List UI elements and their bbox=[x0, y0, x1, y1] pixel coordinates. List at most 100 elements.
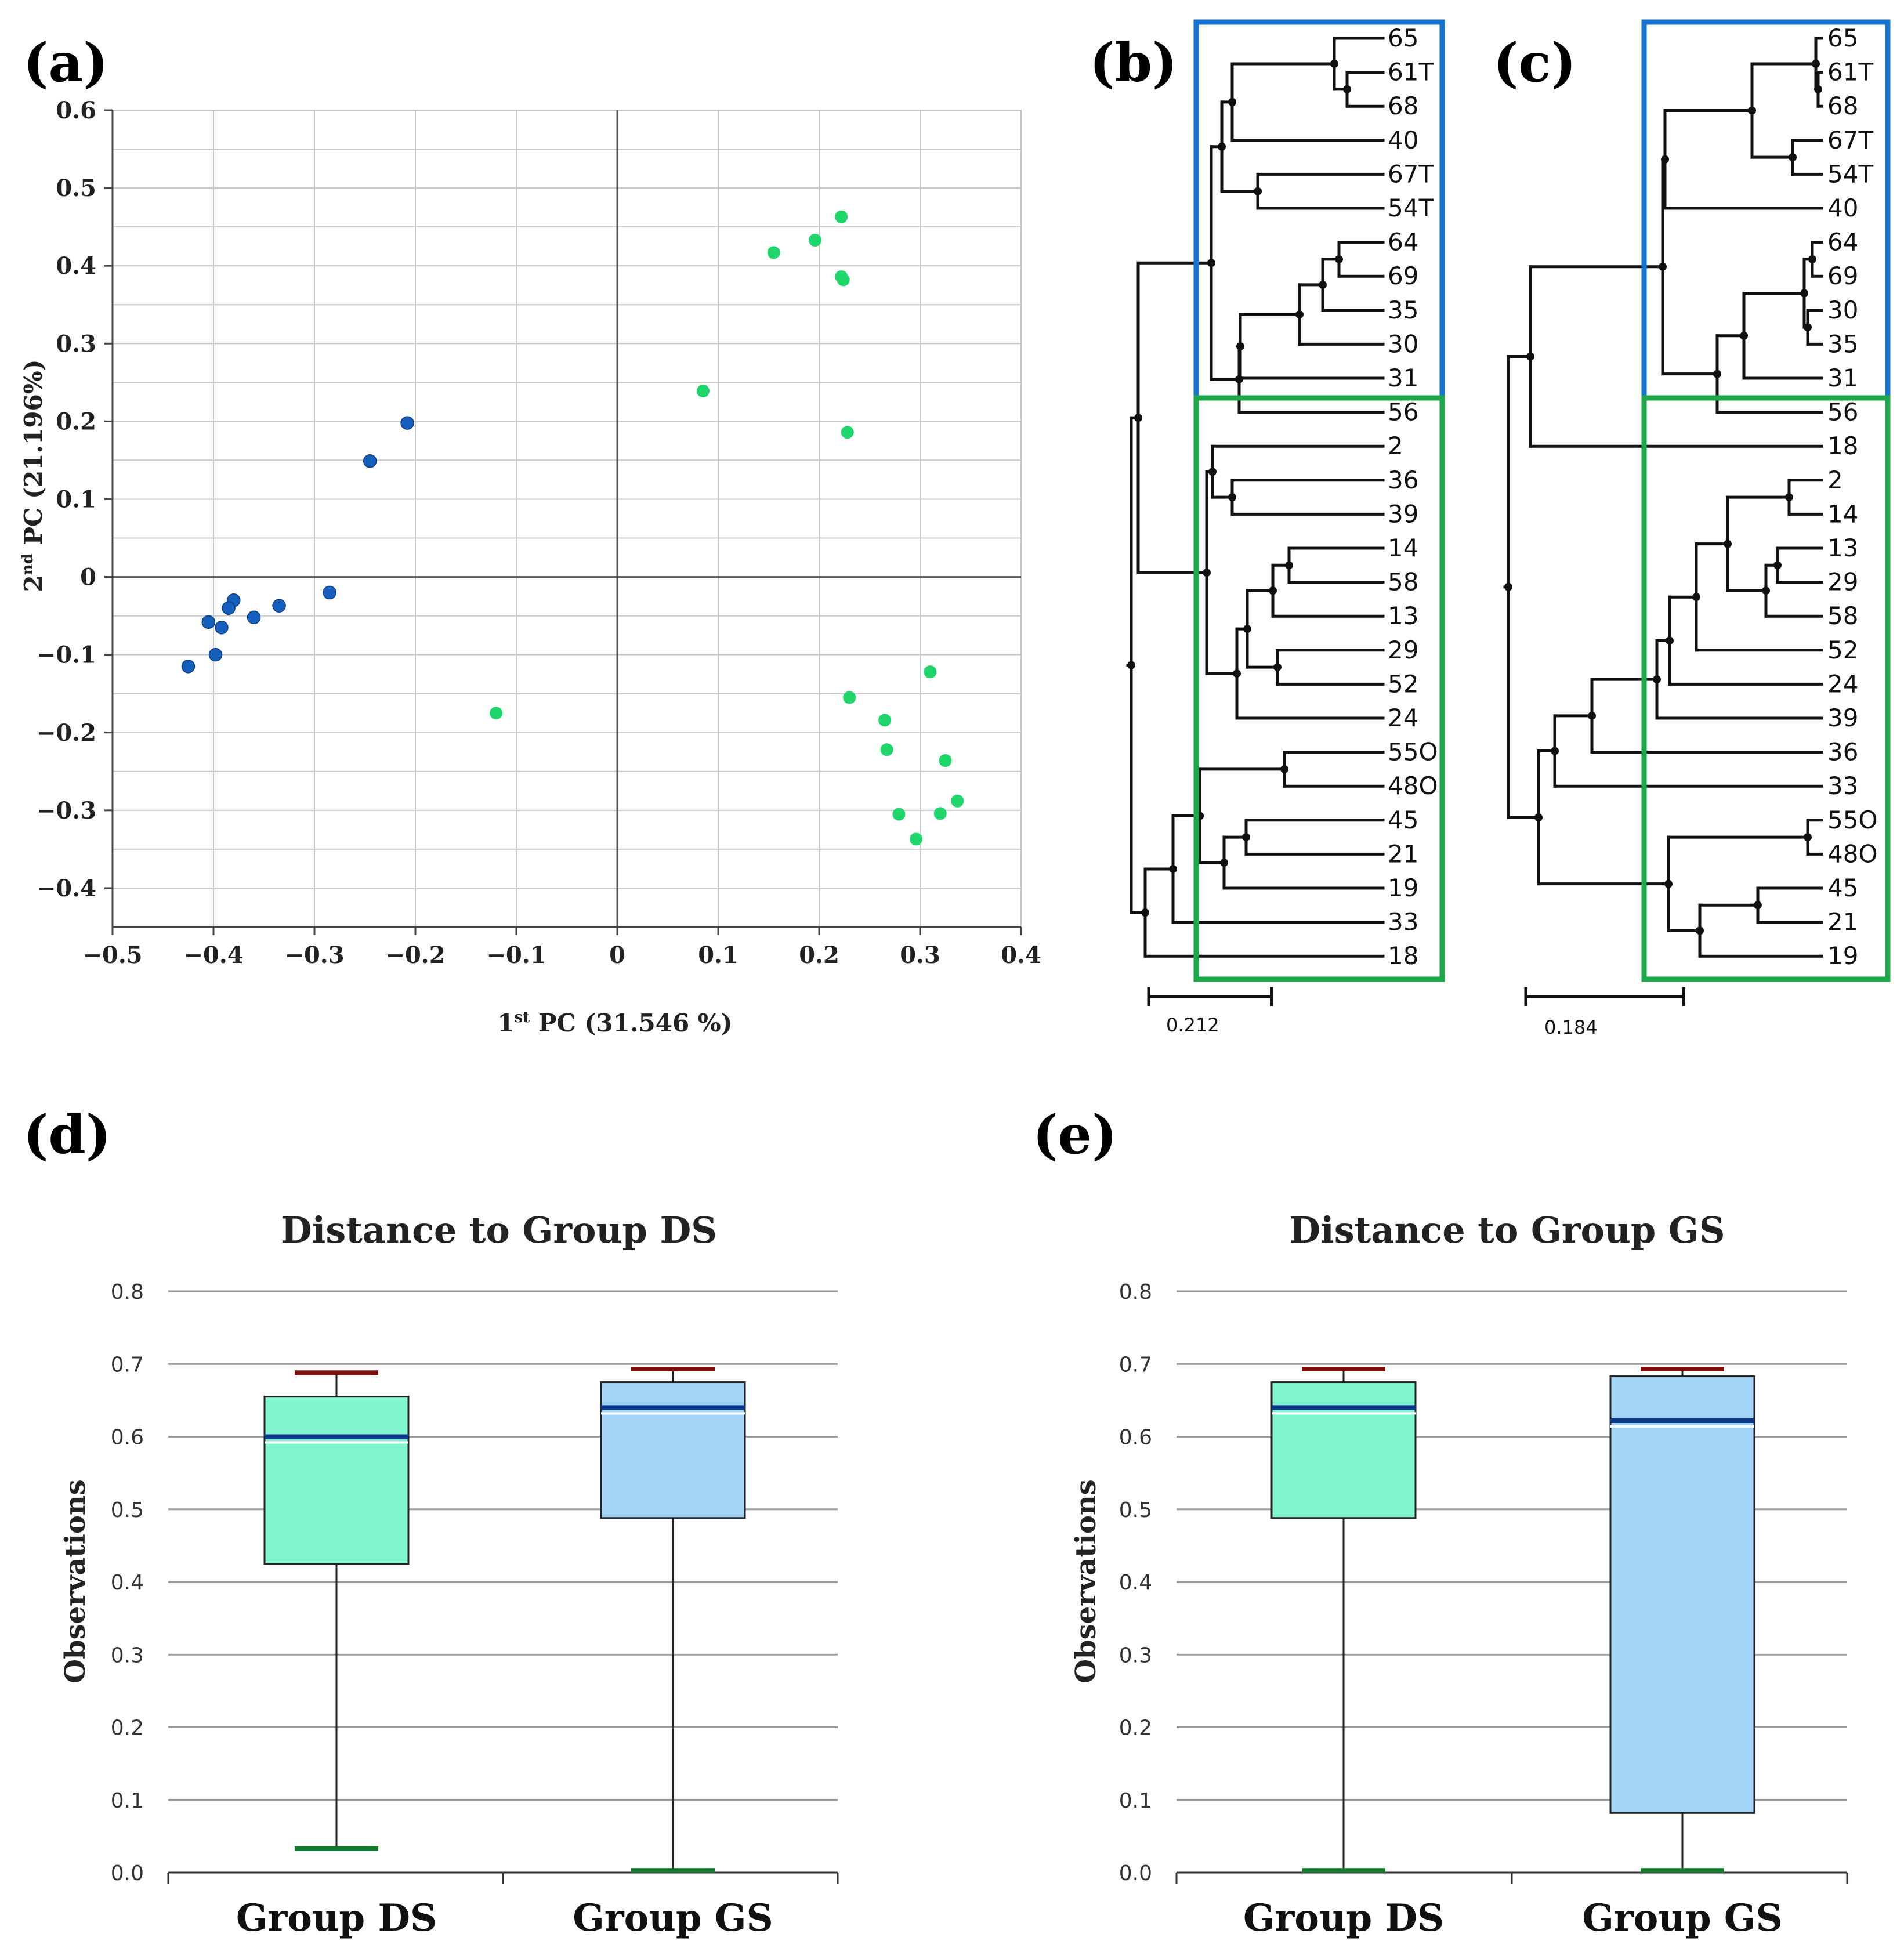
panel-label-e: (e) bbox=[1033, 1103, 1117, 1166]
x-tick-label: −0.2 bbox=[385, 942, 445, 969]
dendrogram-leaf-label: 33 bbox=[1827, 772, 1858, 800]
y-axis-title: 2nd PC (21.196%) bbox=[19, 360, 48, 592]
x-tick-label: −0.1 bbox=[486, 942, 546, 969]
scatter-point bbox=[400, 416, 414, 430]
box-y-tick-label: 0.1 bbox=[1119, 1789, 1152, 1813]
scatter-point bbox=[843, 691, 856, 704]
box-y-tick-label: 0.2 bbox=[1119, 1717, 1152, 1740]
scatter-tick-labels: −0.5 −0.4 −0.3 −0.2 −0.1 0 0.1 0.2 0.3 0.4 0.6 0.5 0… bbox=[37, 97, 1041, 969]
y-tick-label: 0 bbox=[80, 564, 96, 591]
scale-label-b: 0.212 bbox=[1166, 1014, 1219, 1036]
x-tick-label: 0.1 bbox=[698, 942, 739, 969]
dendrogram-leaf-label: 2 bbox=[1827, 466, 1843, 494]
scatter-point bbox=[878, 714, 892, 727]
dendrogram-leaf-label: 33 bbox=[1388, 908, 1418, 936]
dendrogram-leaf-label: 69 bbox=[1827, 262, 1858, 290]
box-y-tick-label: 0.7 bbox=[1119, 1353, 1152, 1377]
scatter-point bbox=[490, 707, 503, 720]
dendrogram-leaf-label: 21 bbox=[1827, 908, 1858, 936]
dendrogram-leaf-label: 18 bbox=[1827, 432, 1858, 460]
dendrogram-leaf-label: 56 bbox=[1388, 398, 1418, 426]
dendrogram-leaf-label: 24 bbox=[1827, 669, 1858, 698]
box-y-tick-label: 0.3 bbox=[111, 1643, 144, 1667]
box-y-tick-label: 0.2 bbox=[111, 1717, 144, 1740]
dendrogram-leaf-label: 69 bbox=[1388, 262, 1418, 290]
dendrogram-leaf-label: 56 bbox=[1827, 398, 1858, 426]
plot-area bbox=[112, 110, 1022, 928]
panel-e-boxplot: (e) Distance to Group GS Observations 0.… bbox=[1033, 1103, 1848, 1940]
scatter-point bbox=[933, 807, 947, 820]
dendrogram-leaf-label: 29 bbox=[1388, 636, 1418, 664]
boxplot-e-ylabel: Observations bbox=[1070, 1479, 1102, 1683]
scatter-point bbox=[837, 273, 850, 287]
scatter-point bbox=[939, 754, 952, 767]
dendrogram-leaf-label: 29 bbox=[1827, 568, 1858, 596]
box-category-label: Group GS bbox=[573, 1896, 773, 1940]
box-y-tick-label: 0.5 bbox=[111, 1498, 144, 1522]
box-iqr bbox=[1270, 1381, 1417, 1519]
panel-c-dendrogram: (c) 65 61T 68 67T 54T 40 64 69 30 35 31 56 18 2 14 13 29… bbox=[1493, 19, 1891, 1038]
y-tick-label: 0.5 bbox=[56, 175, 96, 202]
x-tick-label: 0 bbox=[609, 942, 625, 969]
panel-label-a: (a) bbox=[23, 31, 108, 94]
box-y-tick-label: 0.3 bbox=[1119, 1643, 1152, 1667]
dendrogram-b-branches bbox=[1126, 37, 1385, 958]
y-tick-label: 0.4 bbox=[56, 252, 96, 280]
panel-b-dendrogram: (b) 65 61T 68 40 67T 54T 64 69 35 30 31 56 2 36 39 14 58… bbox=[1089, 19, 1445, 1036]
scatter-point bbox=[910, 832, 923, 846]
scatter-point bbox=[880, 743, 893, 756]
dendrogram-leaf-label: 61T bbox=[1388, 58, 1434, 86]
scatter-point bbox=[892, 808, 906, 821]
boxplot-d-ylabel: Observations bbox=[59, 1479, 92, 1683]
y-tick-label: −0.2 bbox=[37, 719, 96, 747]
dendrogram-leaf-label: 35 bbox=[1388, 296, 1418, 324]
dendrogram-b-leaves: 65 61T 68 40 67T 54T 64 69 35 30 31 56 2 36 39 14 58 13 29… bbox=[1388, 24, 1438, 970]
dendrogram-leaf-label: 68 bbox=[1827, 92, 1858, 120]
scatter-point bbox=[924, 665, 937, 679]
dendrogram-c-leaves: 65 61T 68 67T 54T 40 64 69 30 35 31 56 18 2 14 13 29 58 52… bbox=[1827, 24, 1878, 970]
scale-bar-b: 0.212 bbox=[1147, 987, 1273, 1036]
dendrogram-leaf-label: 39 bbox=[1827, 704, 1858, 732]
box-category-label: Group DS bbox=[236, 1896, 437, 1940]
dendrogram-leaf-label: 54T bbox=[1388, 194, 1434, 222]
box-iqr bbox=[600, 1381, 746, 1519]
scatter-point bbox=[809, 233, 822, 247]
scatter-point bbox=[767, 246, 780, 259]
dendrogram-leaf-label: 31 bbox=[1827, 364, 1858, 392]
panel-d-boxplot: (d) Distance to Group DS Observations 0.… bbox=[23, 1103, 839, 1940]
y-tick-label: −0.3 bbox=[37, 797, 96, 824]
panel-a-scatter: (a) −0.5 −0.4 −0.3 −0.2 −0.1 0 0.1 0.2 0.3 0.4 0.6… bbox=[19, 31, 1041, 1037]
boxplot-d-boxes: Group DS Group GS bbox=[236, 1367, 773, 1940]
box-y-tick-label: 0.7 bbox=[111, 1353, 144, 1377]
dendrogram-leaf-label: 58 bbox=[1827, 602, 1858, 630]
x-tick-label: 0.3 bbox=[900, 942, 940, 969]
y-tick-label: 0.6 bbox=[56, 97, 96, 124]
green-cluster-box-b bbox=[1193, 395, 1445, 982]
dendrogram-leaf-label: 45 bbox=[1388, 806, 1418, 834]
dendrogram-leaf-label: 14 bbox=[1388, 534, 1418, 562]
dendrogram-leaf-label: 19 bbox=[1388, 874, 1418, 902]
x-tick-label: 0.4 bbox=[1001, 942, 1041, 969]
dendrogram-leaf-label: 40 bbox=[1827, 194, 1858, 222]
dendrogram-leaf-label: 36 bbox=[1827, 738, 1858, 766]
dendrogram-leaf-label: 24 bbox=[1388, 704, 1418, 732]
dendrogram-leaf-label: 52 bbox=[1388, 669, 1418, 698]
box-y-tick-label: 0.4 bbox=[1119, 1571, 1152, 1595]
dendrogram-leaf-label: 65 bbox=[1388, 24, 1418, 52]
scale-label-c: 0.184 bbox=[1544, 1016, 1598, 1038]
scatter-axes bbox=[111, 110, 1021, 928]
scatter-point bbox=[181, 660, 196, 674]
dendrogram-leaf-label: 52 bbox=[1827, 636, 1858, 664]
box-category-label: Group GS bbox=[1582, 1896, 1783, 1940]
dendrogram-leaf-label: 39 bbox=[1388, 499, 1418, 528]
x-axis-title: 1st PC (31.546 %) bbox=[497, 1009, 732, 1037]
scatter-point bbox=[247, 610, 261, 625]
dendrogram-leaf-label: 13 bbox=[1388, 602, 1418, 630]
dendrogram-leaf-label: 21 bbox=[1388, 839, 1418, 868]
dendrogram-leaf-label: 30 bbox=[1827, 296, 1858, 324]
dendrogram-leaf-label: 48O bbox=[1388, 772, 1438, 800]
scatter-point bbox=[841, 426, 854, 439]
scale-bar-c: 0.184 bbox=[1524, 987, 1685, 1038]
scatter-point bbox=[951, 794, 964, 808]
